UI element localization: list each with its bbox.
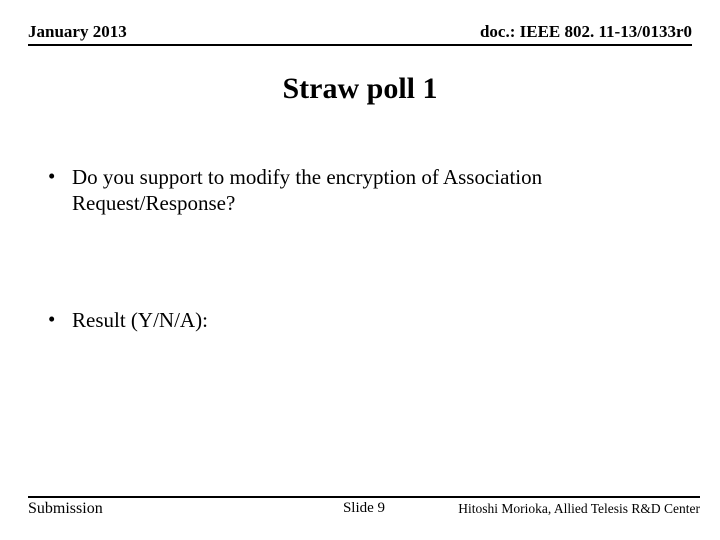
bullet-mark: • [48, 307, 72, 332]
bullet-mark: • [48, 164, 72, 189]
footer-left: Submission [28, 500, 103, 518]
slide-header: January 2013 doc.: IEEE 802. 11-13/0133r… [28, 22, 692, 46]
bullet-text: Do you support to modify the encryption … [72, 164, 680, 217]
bullet-item: • Do you support to modify the encryptio… [48, 164, 680, 217]
footer-slide-number: Slide 9 [343, 500, 385, 517]
slide-title: Straw poll 1 [0, 72, 720, 106]
slide-body: • Do you support to modify the encryptio… [48, 164, 680, 423]
header-doc-number: doc.: IEEE 802. 11-13/0133r0 [480, 22, 692, 42]
slide-footer: Submission Slide 9 Hitoshi Morioka, Alli… [28, 496, 700, 518]
header-date: January 2013 [28, 22, 127, 42]
footer-author: Hitoshi Morioka, Allied Telesis R&D Cent… [458, 501, 700, 517]
bullet-item: • Result (Y/N/A): [48, 307, 680, 333]
bullet-text: Result (Y/N/A): [72, 307, 680, 333]
